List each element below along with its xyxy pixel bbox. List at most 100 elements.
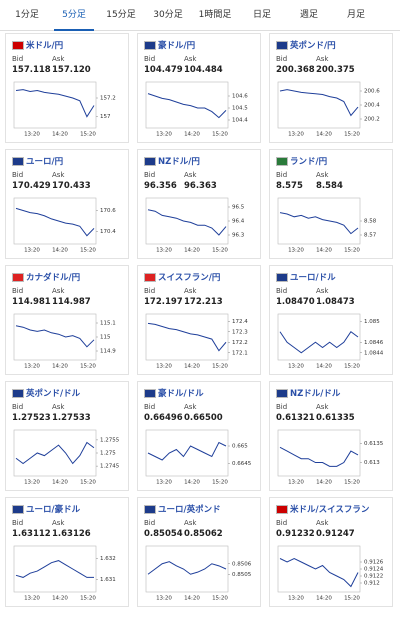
rate-card[interactable]: ユーロ/円 Bid Ask 170.429 170.433 170.6 170.4 13:20… [5,149,129,259]
tab[interactable]: 15分足 [106,10,136,20]
rate-card[interactable]: ユーロ/豪ドル Bid Ask 1.63112 1.63126 1.632 1.631 13:… [5,497,129,607]
ask-label: Ask [184,171,197,179]
y-tick-label: 104.4 [232,118,248,124]
pair-name[interactable]: 豪ドル/ドル [158,389,204,399]
rate-card[interactable]: 豪ドル/円 Bid Ask 104.479 104.484 104.6 104.5 104.4… [137,33,261,143]
tab[interactable]: 1分足 [15,10,39,20]
y-tick-label: 0.912 [364,581,380,587]
pair-name[interactable]: NZドル/ドル [290,389,341,399]
price-line [15,441,95,465]
x-tick-label: 15:20 [344,480,360,486]
pair-name[interactable]: スイスフラン/円 [158,273,221,283]
plot-frame [13,545,97,593]
x-tick-label: 15:20 [212,248,228,254]
x-tick-label: 13:20 [156,132,172,138]
pair-name[interactable]: ユーロ/ドル [290,273,336,283]
x-tick-label: 14:20 [316,132,332,138]
ask-label: Ask [316,171,329,179]
pair-name[interactable]: 英ポンド/ドル [26,389,81,399]
tab[interactable]: 5分足 [54,0,94,31]
rate-card[interactable]: 米ドル/スイスフラン Bid Ask 0.91232 0.91247 0.9126 0.91… [269,497,393,607]
pair-name[interactable]: 米ドル/円 [26,41,64,51]
y-tick-label: 1.2755 [100,437,120,443]
y-tick-label: 1.085 [364,319,380,325]
price-line [147,209,227,236]
pair-name[interactable]: カナダドル/円 [26,273,81,283]
y-tick-label: 104.6 [232,94,248,100]
rate-card[interactable]: カナダドル/円 Bid Ask 114.981 114.987 115.1 115 114.9… [5,265,129,375]
x-tick-label: 14:20 [184,364,200,370]
rate-card[interactable]: NZドル/ドル Bid Ask 0.61321 0.61335 0.6135 0.613 13… [269,381,393,491]
y-tick-label: 0.8506 [232,561,252,567]
y-tick-label: 170.4 [100,229,116,235]
plot-frame [277,197,361,245]
price-line [15,89,95,118]
ask-label: Ask [184,287,197,295]
tab[interactable]: 月足 [346,10,365,20]
x-tick-label: 14:20 [52,480,68,486]
rate-card[interactable]: 英ポンド/円 Bid Ask 200.368 200.375 200.6 200.4 200.… [269,33,393,143]
x-tick-label: 14:20 [316,248,332,254]
mini-chart: 0.6135 0.613 13:20 14:20 15:20 [277,429,384,486]
y-tick-label: 170.6 [100,208,116,214]
bid-label: Bid [276,519,288,527]
bid-price: 0.85054 [144,529,183,539]
x-tick-label: 15:20 [212,596,228,602]
price-line [279,331,359,354]
price-line [147,93,227,119]
y-tick-label: 8.57 [364,233,377,239]
y-tick-label: 0.613 [364,460,380,466]
y-tick-label: 1.275 [100,451,116,457]
flag [144,389,156,398]
flag [12,157,24,166]
ask-price: 0.66500 [184,413,223,423]
plot-frame [145,545,229,593]
rate-card[interactable]: スイスフラン/円 Bid Ask 172.197 172.213 172.4 172.3 17… [137,265,261,375]
tab[interactable]: 1時間足 [198,10,232,20]
flag [276,41,288,50]
pair-name[interactable]: ユーロ/豪ドル [26,505,81,515]
x-tick-label: 14:20 [184,596,200,602]
x-tick-label: 13:20 [24,596,40,602]
x-tick-label: 14:20 [316,596,332,602]
pair-name[interactable]: 豪ドル/円 [158,41,196,51]
flag [144,273,156,282]
y-tick-label: 172.3 [232,329,248,335]
bid-label: Bid [12,519,24,527]
rate-card[interactable]: NZドル/円 Bid Ask 96.356 96.363 96.5 96.4 96.3 13:2… [137,149,261,259]
pair-name[interactable]: 米ドル/スイスフラン [290,505,370,515]
flag [144,41,156,50]
mini-chart: 200.6 200.4 200.2 13:20 14:20 15:20 [277,81,380,138]
rate-card[interactable]: ユーロ/ドル Bid Ask 1.08470 1.08473 1.085 1.0846 1.0… [269,265,393,375]
x-tick-label: 14:20 [184,248,200,254]
rate-card[interactable]: ユーロ/英ポンド Bid Ask 0.85054 0.85062 0.8506 0.8505… [137,497,261,607]
mini-chart: 157.2 157 13:20 14:20 15:20 [13,81,116,138]
bid-label: Bid [276,171,288,179]
pair-name[interactable]: NZドル/円 [158,157,200,167]
rate-card[interactable]: 英ポンド/ドル Bid Ask 1.27523 1.27533 1.2755 1.275 1.… [5,381,129,491]
bid-label: Bid [12,55,24,63]
rate-card[interactable]: 豪ドル/ドル Bid Ask 0.66496 0.66500 0.665 0.6645 13:… [137,381,261,491]
tab[interactable]: 週足 [299,10,318,20]
pair-name[interactable]: ユーロ/英ポンド [158,505,221,515]
mini-chart: 104.6 104.5 104.4 13:20 14:20 15:20 [145,81,248,138]
y-tick-label: 200.6 [364,89,380,95]
x-tick-label: 14:20 [184,132,200,138]
ask-price: 8.584 [316,181,343,191]
ask-price: 0.91247 [316,529,355,539]
rate-card[interactable]: ランド/円 Bid Ask 8.575 8.584 8.58 8.57 13:20 14:20 1… [269,149,393,259]
flag [12,273,24,282]
x-tick-label: 13:20 [288,132,304,138]
pair-name[interactable]: 英ポンド/円 [290,41,336,51]
bid-price: 0.66496 [144,413,183,423]
pair-name[interactable]: ユーロ/円 [26,157,64,167]
tab[interactable]: 30分足 [153,10,183,20]
tab[interactable]: 日足 [252,10,271,20]
x-tick-label: 14:20 [52,596,68,602]
ask-label: Ask [316,287,329,295]
pair-name[interactable]: ランド/円 [290,157,328,167]
x-tick-label: 15:20 [80,596,96,602]
y-tick-label: 0.9124 [364,567,384,573]
rate-card[interactable]: 米ドル/円 Bid Ask 157.118 157.120 157.2 157 13:20 14… [5,33,129,143]
ask-label: Ask [184,55,197,63]
